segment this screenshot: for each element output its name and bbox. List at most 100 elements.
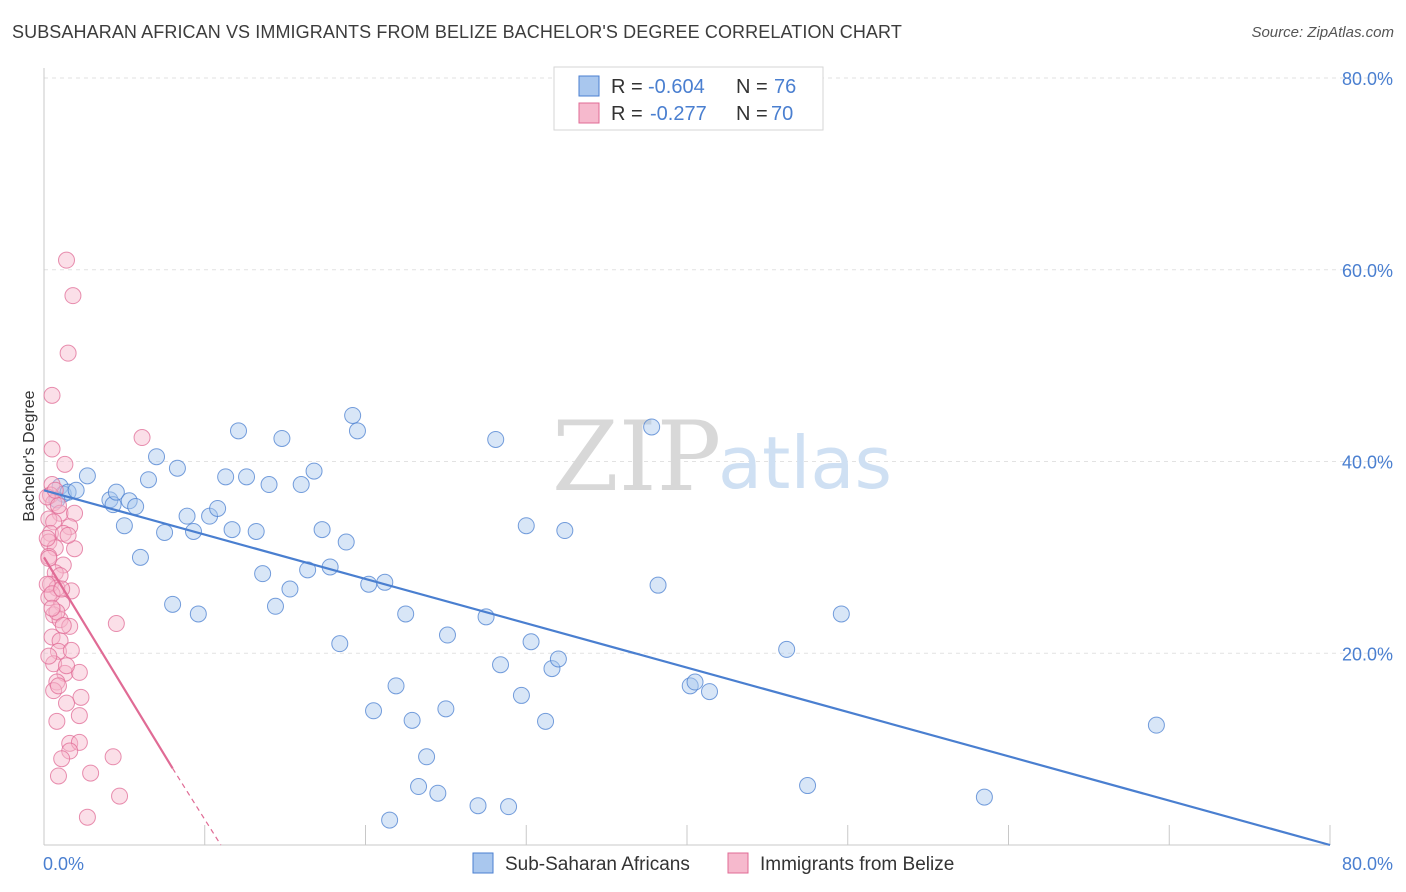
- point-belize: [43, 440, 61, 458]
- legend-r-label-2: R =: [611, 103, 643, 125]
- point-belize: [48, 712, 66, 730]
- legend-n-value-1: 76: [774, 76, 796, 98]
- y-tick-label: 80.0%: [1342, 69, 1393, 89]
- point-subsaharan: [120, 492, 138, 510]
- point-belize: [49, 677, 67, 695]
- x-tick-max: 80.0%: [1342, 854, 1393, 874]
- point-belize: [111, 787, 129, 805]
- legend-swatch-pink: [578, 102, 600, 124]
- point-belize: [133, 429, 151, 447]
- point-subsaharan: [223, 521, 241, 539]
- point-subsaharan: [512, 686, 530, 704]
- point-belize: [49, 642, 67, 660]
- point-belize: [43, 386, 61, 404]
- point-subsaharan: [381, 811, 399, 829]
- point-subsaharan: [156, 523, 174, 541]
- point-belize: [61, 617, 79, 635]
- point-subsaharan: [189, 605, 207, 623]
- point-subsaharan: [522, 633, 540, 651]
- watermark-zip: ZIP: [552, 401, 721, 513]
- point-belize: [53, 750, 71, 768]
- point-subsaharan: [217, 468, 235, 486]
- point-belize: [107, 615, 125, 633]
- point-subsaharan: [281, 580, 299, 598]
- point-subsaharan: [975, 788, 993, 806]
- legend-n-label-1: N =: [736, 76, 768, 98]
- bottom-legend-swatch-blue: [472, 852, 494, 874]
- point-subsaharan: [500, 798, 518, 816]
- point-belize: [43, 585, 61, 603]
- watermark-atlas: atlas: [718, 421, 892, 505]
- point-belize: [40, 510, 58, 528]
- point-subsaharan: [549, 650, 567, 668]
- y-tick-label: 40.0%: [1342, 453, 1393, 473]
- point-subsaharan: [778, 640, 796, 658]
- point-belize: [61, 518, 79, 536]
- point-belize: [58, 694, 76, 712]
- point-subsaharan: [254, 565, 272, 583]
- y-tick-label: 60.0%: [1342, 261, 1393, 281]
- point-subsaharan: [403, 711, 421, 729]
- point-subsaharan: [168, 459, 186, 477]
- point-belize: [45, 682, 63, 700]
- point-belize: [38, 529, 56, 547]
- point-subsaharan: [115, 517, 133, 535]
- legend-n-value-2: 70: [771, 103, 793, 125]
- point-belize: [43, 599, 61, 617]
- point-subsaharan: [337, 533, 355, 551]
- point-subsaharan: [438, 626, 456, 644]
- point-subsaharan: [178, 507, 196, 525]
- point-subsaharan: [247, 522, 265, 540]
- point-subsaharan: [429, 784, 447, 802]
- legend-r-value-1: -0.604: [648, 76, 705, 98]
- point-belize: [64, 287, 82, 305]
- point-subsaharan: [230, 422, 248, 440]
- data-points: [38, 251, 1165, 829]
- point-subsaharan: [649, 576, 667, 594]
- bottom-legend-label-blue: Sub-Saharan Africans: [505, 854, 690, 875]
- source-label: Source: ZipAtlas.com: [1251, 24, 1394, 41]
- point-belize: [49, 497, 67, 515]
- point-subsaharan: [537, 712, 555, 730]
- legend-top: R = -0.604 N = 76 R = -0.277 N = 70: [553, 66, 824, 131]
- point-belize: [104, 748, 122, 766]
- gridlines: [44, 77, 1393, 654]
- watermark: ZIP atlas: [552, 401, 892, 513]
- point-belize: [78, 808, 96, 826]
- point-subsaharan: [365, 702, 383, 720]
- point-subsaharan: [701, 683, 719, 701]
- point-subsaharan: [148, 448, 166, 466]
- point-belize: [56, 455, 74, 473]
- point-subsaharan: [492, 656, 510, 674]
- point-belize: [58, 251, 76, 269]
- point-subsaharan: [127, 498, 145, 516]
- point-subsaharan: [238, 468, 256, 486]
- point-subsaharan: [331, 635, 349, 653]
- y-tick-label: 20.0%: [1342, 644, 1393, 664]
- axes: [43, 68, 1331, 846]
- point-belize: [62, 641, 80, 659]
- point-subsaharan: [131, 548, 149, 566]
- point-subsaharan: [543, 660, 561, 678]
- point-subsaharan: [643, 418, 661, 436]
- point-belize: [43, 628, 61, 646]
- point-subsaharan: [437, 700, 455, 718]
- point-belize: [45, 494, 63, 512]
- point-subsaharan: [348, 422, 366, 440]
- y-tick-labels: 20.0% 40.0% 60.0% 80.0%: [1342, 69, 1393, 664]
- point-subsaharan: [799, 777, 817, 795]
- point-subsaharan: [164, 595, 182, 613]
- point-subsaharan: [67, 481, 85, 499]
- point-subsaharan: [313, 521, 331, 539]
- point-subsaharan: [1147, 716, 1165, 734]
- legend-bottom: Sub-Saharan Africans Immigrants from Bel…: [472, 852, 954, 875]
- bottom-legend-swatch-pink: [727, 852, 749, 874]
- trend-lines: [43, 489, 1331, 847]
- point-belize: [49, 767, 67, 785]
- point-belize: [82, 764, 100, 782]
- bottom-legend-label-pink: Immigrants from Belize: [760, 854, 954, 875]
- trend-line-belize-extension: [172, 767, 222, 846]
- point-belize: [66, 504, 84, 522]
- point-belize: [72, 688, 90, 706]
